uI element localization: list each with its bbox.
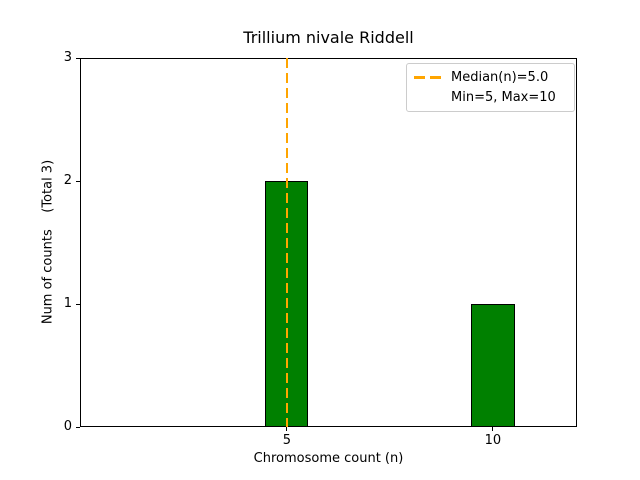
y-tick bbox=[76, 426, 80, 428]
x-tick-label: 5 bbox=[282, 433, 292, 448]
legend-entry: Median(n)=5.0 bbox=[414, 69, 566, 86]
y-tick-label: 0 bbox=[63, 419, 72, 434]
bar bbox=[471, 304, 515, 427]
legend-handle-spacer bbox=[414, 96, 441, 99]
x-tick-label: 10 bbox=[484, 433, 502, 448]
x-axis-label: Chromosome count (n) bbox=[253, 451, 404, 466]
y-tick bbox=[76, 303, 80, 305]
x-tick bbox=[492, 427, 494, 431]
median-line bbox=[285, 58, 289, 427]
y-tick bbox=[76, 57, 80, 59]
legend: Median(n)=5.0 Min=5, Max=10 bbox=[406, 63, 575, 112]
dashed-line-icon bbox=[414, 76, 441, 79]
y-tick bbox=[76, 180, 80, 182]
y-tick-label: 2 bbox=[63, 173, 72, 188]
y-tick-label: 1 bbox=[63, 296, 72, 311]
y-tick-label: 3 bbox=[63, 50, 72, 65]
legend-entry: Min=5, Max=10 bbox=[414, 89, 566, 106]
x-tick bbox=[286, 427, 288, 431]
legend-label: Median(n)=5.0 bbox=[451, 69, 549, 85]
legend-label: Min=5, Max=10 bbox=[451, 89, 556, 105]
chart-title: Trillium nivale Riddell bbox=[243, 28, 414, 47]
